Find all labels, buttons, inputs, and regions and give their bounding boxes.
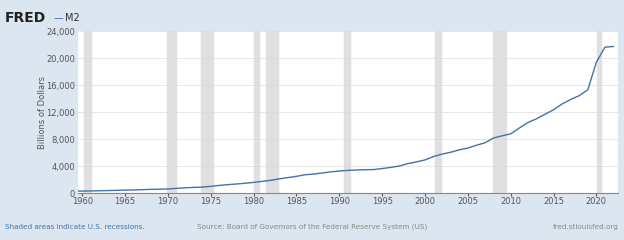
Text: M2: M2 [65,13,80,23]
Text: fred.stlouisfed.org: fred.stlouisfed.org [553,224,619,230]
Text: Source: Board of Governors of the Federal Reserve System (US): Source: Board of Governors of the Federa… [197,224,427,230]
Bar [202,31,213,193]
Text: —: — [53,13,63,23]
Bar [436,31,441,193]
Bar [344,31,349,193]
Y-axis label: Billions of Dollars: Billions of Dollars [37,76,47,149]
Bar [167,31,176,193]
Bar [253,31,259,193]
Bar [266,31,278,193]
Bar [493,31,505,193]
Text: Shaded areas indicate U.S. recessions.: Shaded areas indicate U.S. recessions. [5,224,145,230]
Bar [84,31,91,193]
Text: FRED: FRED [5,11,46,25]
Bar [597,31,601,193]
